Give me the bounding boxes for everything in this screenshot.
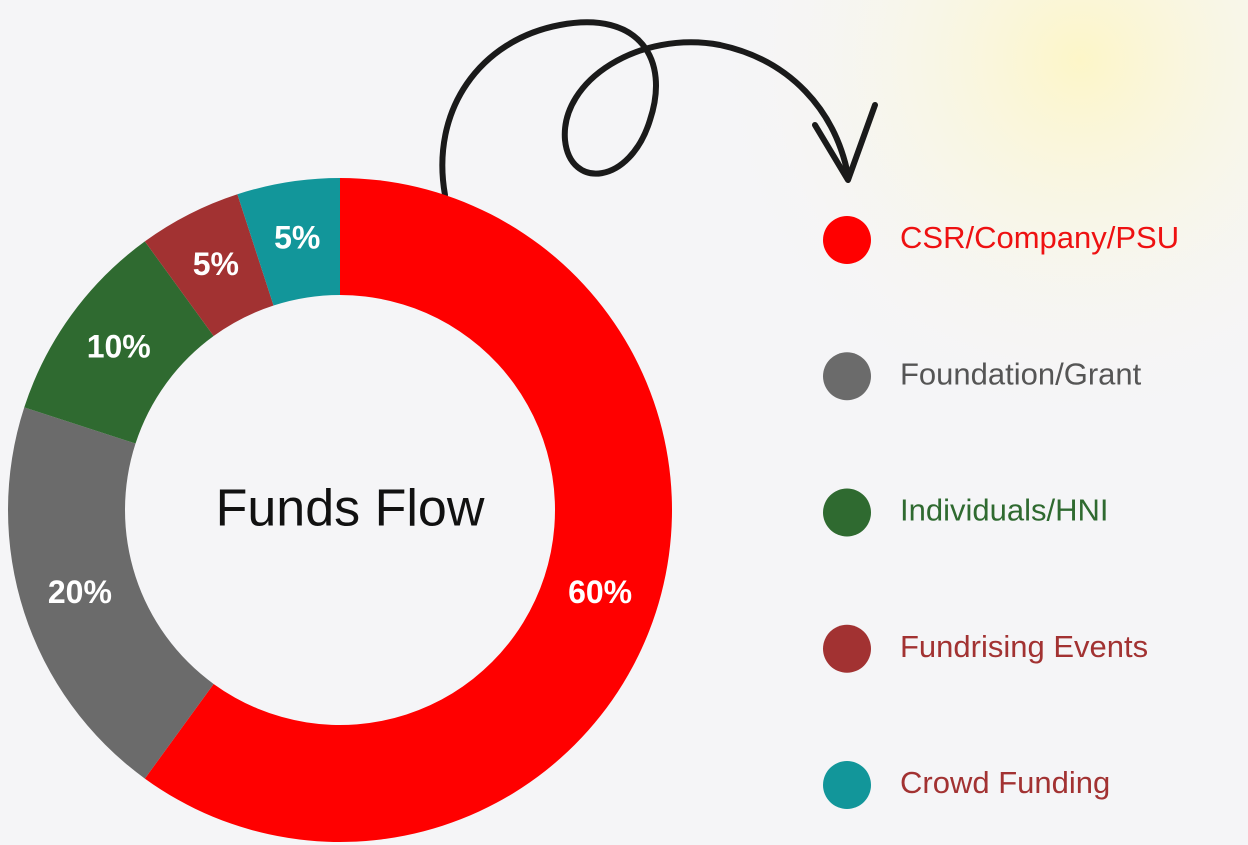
donut-slice <box>144 194 274 337</box>
legend-label: Foundation/Grant <box>900 356 1142 391</box>
center-label: Funds Flow <box>216 480 485 538</box>
donut-slice <box>237 178 340 306</box>
legend-swatch <box>823 624 871 673</box>
legend-label: Individuals/HNI <box>900 493 1108 528</box>
legend-swatch <box>823 488 871 537</box>
donut-slice <box>7 407 214 779</box>
legend-swatch <box>823 216 871 264</box>
legend-label: Fundrising Events <box>900 629 1148 664</box>
legend-label: CSR/Company/PSU <box>900 220 1179 255</box>
legend-swatch <box>823 761 871 809</box>
slice-label: 5% <box>274 219 320 255</box>
arrow-head <box>812 102 878 183</box>
donut-slice <box>24 241 214 444</box>
slice-label: 20% <box>48 574 112 610</box>
decorative-arrow <box>439 19 851 198</box>
slice-label: 60% <box>568 574 632 610</box>
donut-slice <box>144 178 673 842</box>
slice-label: 10% <box>87 329 151 365</box>
slice-label: 5% <box>193 246 239 282</box>
legend-label: Crowd Funding <box>900 765 1110 800</box>
legend-swatch <box>823 352 871 401</box>
